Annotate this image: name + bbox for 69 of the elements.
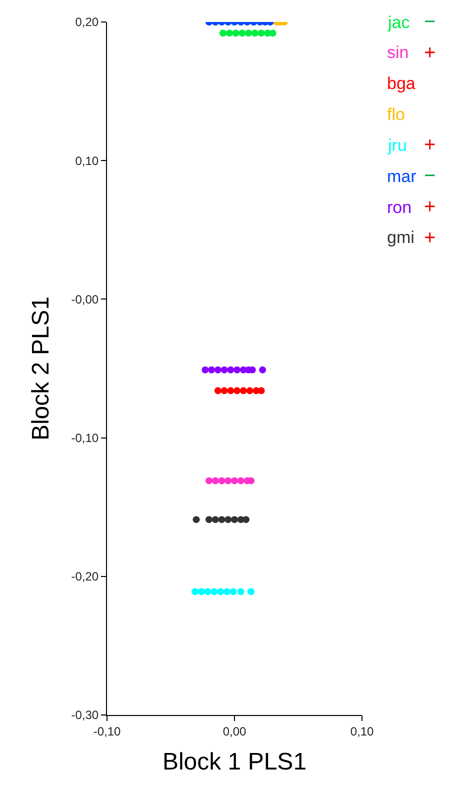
text: + bbox=[424, 134, 436, 156]
point bbox=[220, 387, 228, 394]
text: mar bbox=[387, 167, 417, 186]
point bbox=[220, 30, 227, 37]
text: jac bbox=[387, 13, 410, 32]
point bbox=[212, 516, 219, 524]
point bbox=[231, 516, 238, 524]
point bbox=[224, 516, 232, 524]
y-tick-label: -0,20 bbox=[71, 570, 99, 584]
point bbox=[212, 477, 219, 484]
point bbox=[245, 30, 252, 37]
x-axis-title: Block 1 PLS1 bbox=[162, 748, 307, 776]
point bbox=[237, 477, 244, 484]
point bbox=[231, 477, 238, 484]
x-tick-label: 0,00 bbox=[222, 724, 246, 738]
point bbox=[206, 516, 212, 524]
point bbox=[198, 588, 205, 596]
y-axis-title: Block 2 PLS1 bbox=[27, 296, 54, 441]
x-tick-label: 0,10 bbox=[350, 724, 374, 738]
text: + bbox=[424, 227, 436, 249]
text: + bbox=[424, 42, 436, 64]
y-tick-label: -0,10 bbox=[71, 431, 99, 445]
point bbox=[227, 366, 234, 374]
point bbox=[269, 30, 276, 37]
point bbox=[224, 477, 232, 484]
y-tick-label: -0,00 bbox=[71, 292, 99, 306]
point bbox=[204, 588, 212, 596]
text: − bbox=[424, 165, 436, 187]
point bbox=[220, 366, 228, 374]
text: sin bbox=[387, 43, 409, 62]
point bbox=[234, 387, 241, 394]
text: bga bbox=[387, 74, 416, 93]
text: + bbox=[424, 196, 436, 218]
point bbox=[226, 30, 233, 37]
point bbox=[214, 366, 222, 374]
text: − bbox=[424, 11, 436, 33]
text: ron bbox=[387, 198, 412, 217]
y-tick-label: 0,10 bbox=[75, 154, 99, 168]
text: jru bbox=[387, 136, 407, 155]
point bbox=[259, 366, 266, 374]
point bbox=[227, 387, 234, 394]
y-tick-label: -0,30 bbox=[71, 708, 99, 722]
point bbox=[238, 30, 246, 37]
x-tick-label: -0,10 bbox=[93, 724, 121, 738]
point bbox=[216, 588, 224, 596]
point bbox=[248, 588, 255, 596]
point bbox=[246, 387, 254, 394]
point bbox=[242, 516, 250, 524]
point bbox=[214, 387, 222, 394]
point bbox=[202, 366, 209, 374]
y-tick-label: 0,20 bbox=[75, 15, 99, 30]
point bbox=[232, 30, 240, 37]
point bbox=[240, 387, 247, 394]
point bbox=[223, 588, 230, 596]
point bbox=[210, 588, 218, 596]
point bbox=[206, 477, 212, 484]
text: flo bbox=[387, 105, 405, 124]
point bbox=[208, 366, 216, 374]
point bbox=[218, 516, 226, 524]
point bbox=[191, 588, 198, 596]
point bbox=[230, 588, 237, 596]
point bbox=[192, 516, 200, 524]
text: gmi bbox=[387, 228, 414, 247]
point bbox=[218, 477, 226, 484]
point bbox=[234, 366, 241, 374]
point bbox=[251, 30, 258, 37]
point bbox=[258, 387, 265, 394]
point bbox=[258, 30, 265, 37]
point bbox=[237, 588, 244, 596]
